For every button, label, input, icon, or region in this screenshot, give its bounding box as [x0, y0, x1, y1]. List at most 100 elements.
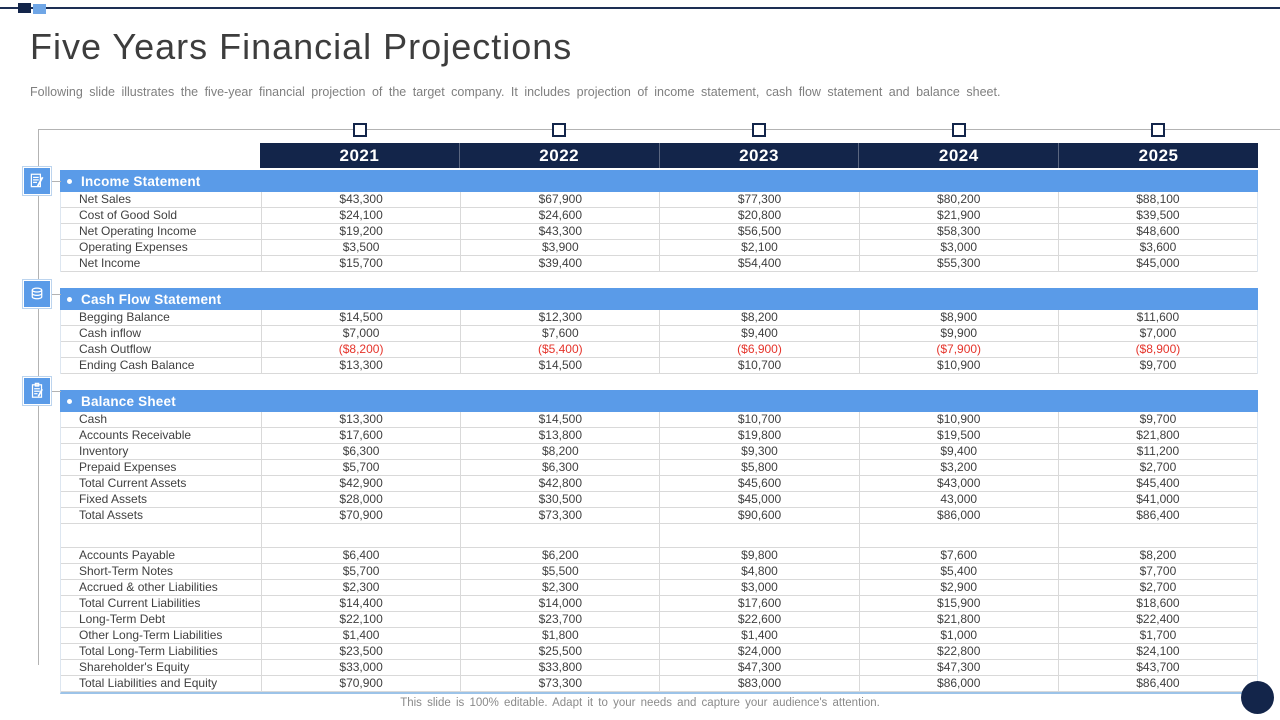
row-label-empty [61, 524, 261, 547]
section-balance-sheet: Balance Sheet Cash $13,300 $14,500 $10,700 $1… [60, 390, 1258, 694]
cell-empty [659, 524, 858, 547]
table-sections: Income Statement Net Sales $43,300 $67,900 $… [60, 170, 1258, 694]
row-label: Total Long-Term Liabilities [79, 644, 218, 658]
section-title: Income Statement [81, 173, 201, 189]
top-divider-line [0, 7, 1280, 9]
table-row: Ending Cash Balance $13,300 $14,500 $10,700… [61, 358, 1257, 374]
section-title: Cash Flow Statement [81, 291, 222, 307]
section-header-balance-sheet: Balance Sheet [60, 390, 1258, 412]
spacer-row [61, 524, 1257, 548]
cell-value: $58,300 [858, 224, 1058, 239]
cell-value: $67,900 [460, 192, 659, 207]
financial-table: 2021 2022 2023 2024 2025 Income Statement Net… [60, 143, 1258, 694]
cell-value: $8,900 [858, 310, 1058, 325]
column-handle-square [951, 123, 966, 137]
cell-value: $24,100 [261, 208, 460, 223]
cell-value: $33,000 [261, 660, 460, 675]
page-title: Five Years Financial Projections [30, 26, 573, 67]
table-row: Cash Outflow ($8,200) ($5,400) ($6,900) ($7,… [61, 342, 1257, 358]
cell-value: $24,100 [1057, 644, 1257, 659]
cell-value: $6,300 [460, 460, 659, 475]
cell-value: $19,200 [261, 224, 460, 239]
table-row: Total Current Liabilities $14,400 $14,000 $… [61, 596, 1257, 612]
cell-empty [261, 524, 460, 547]
row-label: Ending Cash Balance [79, 358, 195, 372]
cell-value: $19,800 [659, 428, 858, 443]
cell-value: $9,300 [659, 444, 858, 459]
icon-connector-line [52, 294, 61, 295]
cell-value: $14,500 [261, 310, 460, 325]
cell-value: $9,700 [1057, 358, 1257, 373]
column-handle-square [352, 123, 367, 137]
cell-value: $3,500 [261, 240, 460, 255]
year-marker-cell [1058, 123, 1258, 137]
cell-value: $22,800 [858, 644, 1058, 659]
cell-value: ($8,900) [1057, 342, 1257, 357]
year-marker-cell [659, 123, 859, 137]
row-label: Net Sales [79, 192, 132, 206]
cell-value: ($7,900) [858, 342, 1058, 357]
cell-value: $86,000 [858, 676, 1058, 691]
cell-value: $6,400 [261, 548, 460, 563]
cell-value: $77,300 [659, 192, 858, 207]
cell-value: $10,700 [659, 358, 858, 373]
cell-value: $2,300 [261, 580, 460, 595]
cell-value: $88,100 [1057, 192, 1257, 207]
income-statement-icon [22, 166, 52, 196]
cell-value: $14,400 [261, 596, 460, 611]
row-label: Net Operating Income [79, 224, 197, 238]
table-row: Net Operating Income $19,200 $43,300 $56,50… [61, 224, 1257, 240]
row-label: Fixed Assets [79, 492, 148, 506]
cell-value: ($5,400) [460, 342, 659, 357]
row-label: Shareholder's Equity [79, 660, 190, 674]
table-row: Begging Balance $14,500 $12,300 $8,200 $8,90… [61, 310, 1257, 326]
balance-sheet-icon [22, 376, 52, 406]
cash-flow-icon [22, 279, 52, 309]
cell-value: $1,000 [858, 628, 1058, 643]
cell-value: $22,100 [261, 612, 460, 627]
icon-connector-line [52, 181, 61, 182]
table-row: Prepaid Expenses $5,700 $6,300 $5,800 $3,200… [61, 460, 1257, 476]
row-label: Other Long-Term Liabilities [79, 628, 223, 642]
cell-value: $18,600 [1057, 596, 1257, 611]
row-label: Accounts Receivable [79, 428, 192, 442]
cell-value: $1,800 [460, 628, 659, 643]
cell-empty [858, 524, 1058, 547]
cell-value: $11,200 [1057, 444, 1257, 459]
cell-value: $13,300 [261, 358, 460, 373]
table-row: Total Assets $70,900 $73,300 $90,600 $86,000… [61, 508, 1257, 524]
column-handle-square [552, 123, 567, 137]
cell-value: $39,400 [460, 256, 659, 271]
cell-value: $5,800 [659, 460, 858, 475]
cell-value: $73,300 [460, 508, 659, 523]
row-label: Net Income [79, 256, 141, 270]
cell-value: $9,800 [659, 548, 858, 563]
table-row: Net Income $15,700 $39,400 $54,400 $55,300 $4… [61, 256, 1257, 272]
section-cash-flow-statement: Cash Flow Statement Begging Balance $14,50… [60, 288, 1258, 374]
section-header-income-statement: Income Statement [60, 170, 1258, 192]
cell-value: $30,500 [460, 492, 659, 507]
year-header-cell: 2022 [458, 143, 659, 168]
row-label: Cash inflow [79, 326, 142, 340]
cell-value: $55,300 [858, 256, 1058, 271]
cell-value: $14,000 [460, 596, 659, 611]
cell-value: $23,500 [261, 644, 460, 659]
cell-value: $4,800 [659, 564, 858, 579]
section-header-cash-flow-statement: Cash Flow Statement [60, 288, 1258, 310]
cell-value: $5,700 [261, 460, 460, 475]
cell-value: $7,000 [261, 326, 460, 341]
cell-value: $24,600 [460, 208, 659, 223]
table-row: Cash inflow $7,000 $7,600 $9,400 $9,900 $7,00… [61, 326, 1257, 342]
logo-square-navy [18, 3, 31, 13]
row-label: Accrued & other Liabilities [79, 580, 218, 594]
table-row: Long-Term Debt $22,100 $23,700 $22,600 $21,8… [61, 612, 1257, 628]
row-label: Begging Balance [79, 310, 170, 324]
year-marker-row [260, 123, 1258, 137]
table-row: Total Long-Term Liabilities $23,500 $25,50… [61, 644, 1257, 660]
row-label: Prepaid Expenses [79, 460, 177, 474]
cell-value: $12,300 [460, 310, 659, 325]
cell-value: $21,800 [858, 612, 1058, 627]
year-header-cell: 2023 [658, 143, 859, 168]
year-header-cell: 2025 [1058, 143, 1258, 168]
